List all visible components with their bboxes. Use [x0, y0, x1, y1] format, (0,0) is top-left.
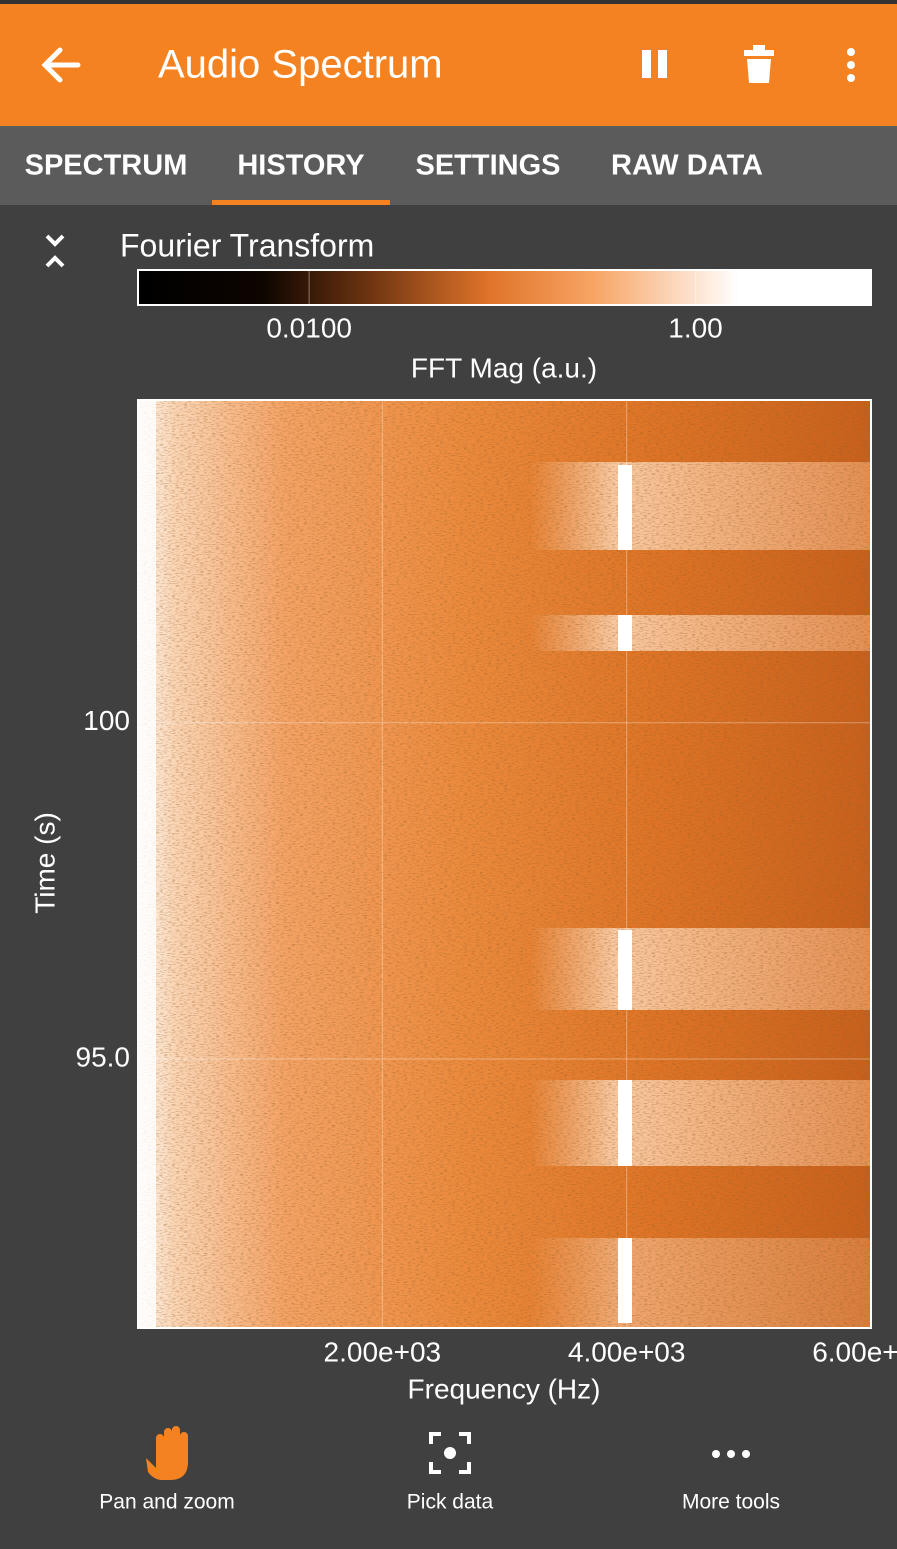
- colorbar-tick-label: 0.0100: [266, 312, 352, 343]
- delete-button[interactable]: [744, 45, 774, 83]
- x-tick-label: 6.00e+03: [812, 1336, 897, 1367]
- tab[interactable]: RAW DATA: [611, 150, 763, 182]
- collapse-button[interactable]: [45, 234, 65, 268]
- tool-label: Pan and zoom: [99, 1491, 234, 1514]
- tab[interactable]: HISTORY: [237, 150, 364, 182]
- tab-bar: [0, 126, 897, 205]
- tab-indicator: [212, 200, 390, 205]
- status-strip: [0, 0, 897, 4]
- plot-frame: [137, 399, 872, 1329]
- tool-label: Pick data: [407, 1491, 494, 1514]
- pause-button[interactable]: [642, 50, 667, 78]
- x-tick-label: 4.00e+03: [568, 1336, 686, 1367]
- menu-button[interactable]: [847, 48, 855, 82]
- x-axis-label: Frequency (Hz): [408, 1373, 601, 1404]
- heatmap-image: [138, 400, 871, 1328]
- y-tick-label: 95.0: [76, 1041, 131, 1072]
- more-tools[interactable]: More tools: [682, 1450, 780, 1514]
- colorbar-label: FFT Mag (a.u.): [411, 352, 597, 383]
- tab[interactable]: SETTINGS: [415, 150, 560, 182]
- colorbar: [137, 269, 872, 306]
- tool-label: More tools: [682, 1491, 780, 1514]
- x-tick-label: 2.00e+03: [324, 1336, 442, 1367]
- pan-zoom-tool[interactable]: Pan and zoom: [99, 1426, 235, 1514]
- y-axis-label: Time (s): [29, 812, 60, 914]
- colorbar-tick-label: 1.00: [668, 312, 723, 343]
- graph-title: Fourier Transform: [120, 227, 374, 263]
- y-tick-label: 100: [83, 705, 130, 736]
- app-title: Audio Spectrum: [158, 43, 443, 87]
- back-button[interactable]: [41, 47, 81, 83]
- pick-data-tool[interactable]: Pick data: [407, 1432, 494, 1514]
- tab[interactable]: SPECTRUM: [25, 150, 188, 182]
